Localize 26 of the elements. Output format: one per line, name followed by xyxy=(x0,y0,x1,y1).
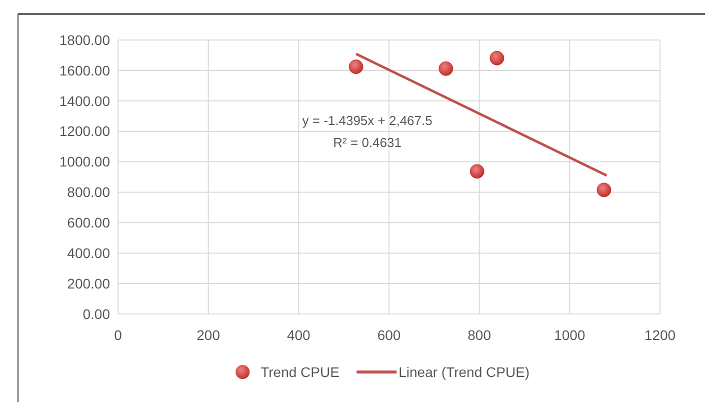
y-tick-label: 1800.00 xyxy=(59,32,110,48)
y-tick-label: 1600.00 xyxy=(59,62,110,78)
y-tick-label: 600.00 xyxy=(67,214,110,231)
y-tick-label: 0.00 xyxy=(82,306,110,322)
point xyxy=(596,182,612,198)
point xyxy=(348,60,364,74)
y-tick-label: 1200.00 xyxy=(59,123,110,140)
point xyxy=(490,50,504,66)
point xyxy=(438,61,454,76)
x-tick-label: 1000 xyxy=(554,327,586,343)
x-tick-label: 0 xyxy=(114,327,122,343)
point xyxy=(470,164,484,179)
y-tick-label: 1000.00 xyxy=(59,154,110,170)
x-tick-label: 600 xyxy=(377,327,401,343)
annotation: R² = 0.4631 xyxy=(333,134,402,150)
x-tick-label: 800 xyxy=(468,327,492,343)
x-tick-label: 400 xyxy=(286,327,311,343)
y-tick-label: 1400.00 xyxy=(59,92,110,109)
y-tick-label: 800.00 xyxy=(67,184,110,200)
x-tick-label: 200 xyxy=(196,327,220,343)
y-tick-label: 400.00 xyxy=(67,245,110,262)
legend-label: Linear (Trend CPUE) xyxy=(398,364,530,380)
annotation: y = -1.4395x + 2,467.5 xyxy=(302,112,432,128)
x-tick-label: 1200 xyxy=(644,327,676,343)
y-tick-label: 200.00 xyxy=(67,275,110,292)
legend-label: Trend CPUE xyxy=(260,364,340,380)
